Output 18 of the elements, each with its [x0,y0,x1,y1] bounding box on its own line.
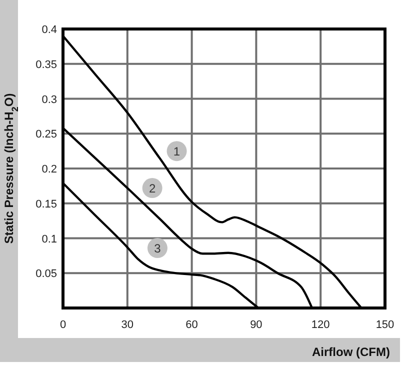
x-tick-label: 150 [376,319,394,331]
x-tick-label: 0 [60,319,66,331]
x-tick-label: 60 [186,319,198,331]
annotation: 1 [173,144,180,159]
y-tick-label: 0.25 [36,128,57,141]
y-tick-label: 0.15 [36,198,57,210]
x-tick-label: 30 [121,319,134,331]
y-tick-label: 0.2 [42,164,57,176]
y-tick-label: 0.05 [36,268,57,280]
x-tick-label: 120 [311,319,330,331]
x-tick-label: 90 [250,319,262,331]
y-tick-label: 0.1 [42,233,57,246]
annotation: 3 [154,242,162,256]
y-tick-label: 0.35 [36,58,57,71]
annotation: 2 [148,182,156,196]
y-tick-label: 0.3 [42,94,57,106]
y-tick-label: 0.4 [42,24,57,36]
x-axis-title: Airflow (CFM) [312,345,390,359]
